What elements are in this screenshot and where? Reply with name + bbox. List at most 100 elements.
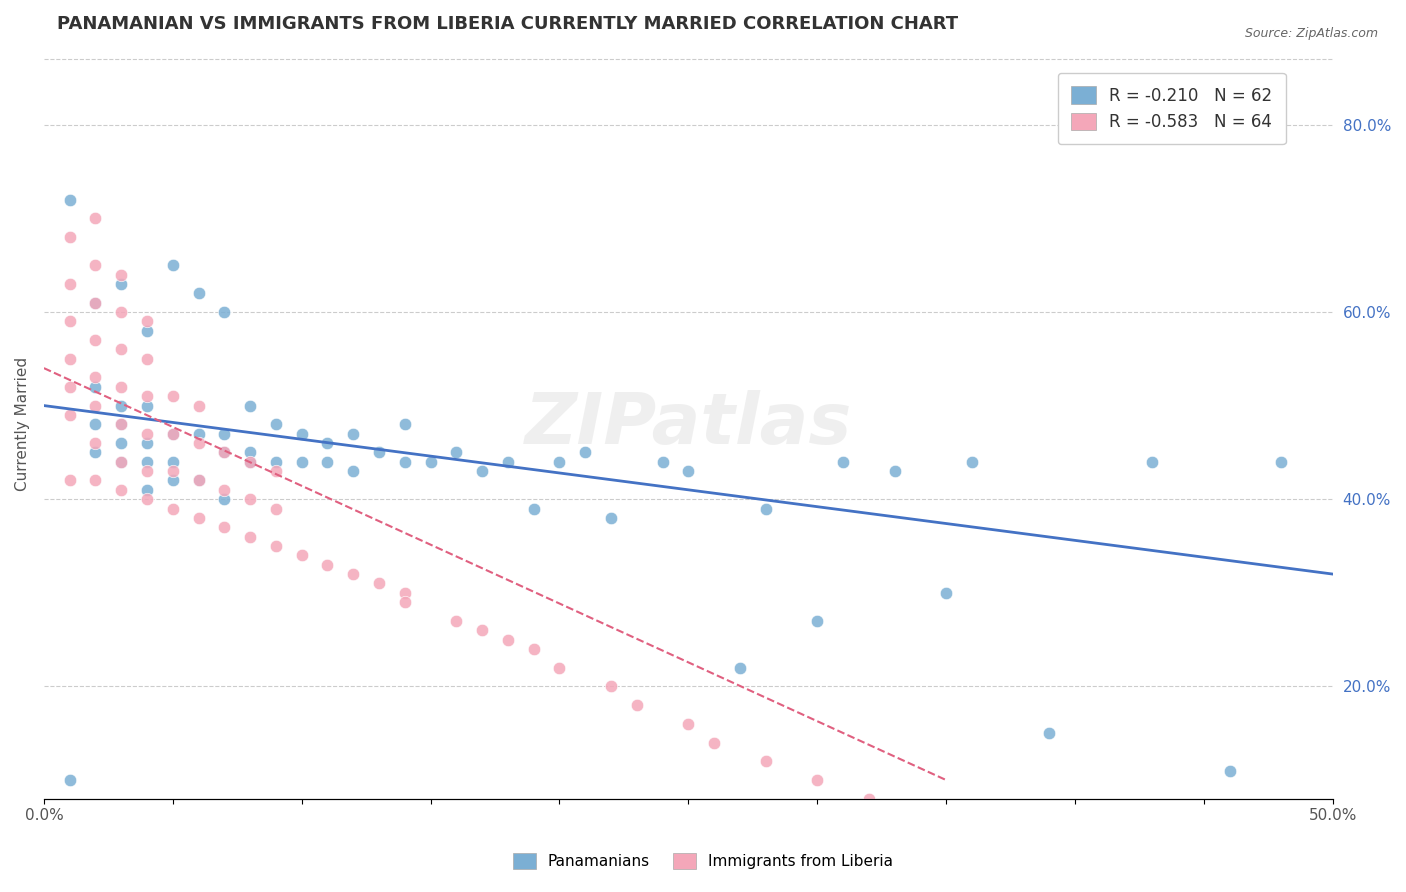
Point: [496, 455, 519, 469]
Point: [471, 624, 494, 638]
Point: [136, 436, 159, 450]
Point: [136, 464, 159, 478]
Point: [110, 455, 132, 469]
Point: [59, 193, 82, 207]
Point: [84, 333, 107, 347]
Point: [162, 455, 184, 469]
Point: [214, 520, 236, 534]
Point: [110, 436, 132, 450]
Point: [600, 511, 623, 525]
Point: [59, 380, 82, 394]
Point: [394, 586, 416, 600]
Point: [136, 399, 159, 413]
Point: [446, 614, 468, 628]
Point: [110, 417, 132, 432]
Point: [678, 717, 700, 731]
Point: [626, 698, 648, 713]
Point: [110, 455, 132, 469]
Point: [214, 445, 236, 459]
Point: [59, 474, 82, 488]
Point: [84, 295, 107, 310]
Point: [291, 455, 314, 469]
Point: [239, 455, 262, 469]
Point: [755, 754, 778, 768]
Point: [214, 492, 236, 507]
Point: [84, 370, 107, 384]
Point: [162, 464, 184, 478]
Y-axis label: Currently Married: Currently Married: [15, 357, 30, 491]
Point: [806, 614, 828, 628]
Point: [1219, 764, 1241, 778]
Point: [162, 258, 184, 272]
Point: [84, 211, 107, 226]
Point: [239, 445, 262, 459]
Point: [471, 464, 494, 478]
Text: PANAMANIAN VS IMMIGRANTS FROM LIBERIA CURRENTLY MARRIED CORRELATION CHART: PANAMANIAN VS IMMIGRANTS FROM LIBERIA CU…: [56, 15, 957, 33]
Point: [316, 436, 339, 450]
Point: [84, 399, 107, 413]
Point: [239, 455, 262, 469]
Point: [496, 632, 519, 647]
Point: [84, 295, 107, 310]
Point: [136, 483, 159, 497]
Point: [1038, 726, 1060, 740]
Point: [678, 464, 700, 478]
Point: [187, 511, 209, 525]
Legend: Panamanians, Immigrants from Liberia: Panamanians, Immigrants from Liberia: [506, 847, 900, 875]
Point: [368, 576, 391, 591]
Point: [110, 343, 132, 357]
Point: [84, 380, 107, 394]
Point: [187, 399, 209, 413]
Point: [316, 455, 339, 469]
Point: [600, 680, 623, 694]
Point: [755, 501, 778, 516]
Point: [136, 455, 159, 469]
Point: [446, 445, 468, 459]
Point: [342, 567, 364, 582]
Point: [1142, 455, 1164, 469]
Point: [110, 483, 132, 497]
Point: [239, 530, 262, 544]
Point: [84, 436, 107, 450]
Point: [214, 426, 236, 441]
Point: [110, 399, 132, 413]
Point: [59, 314, 82, 328]
Point: [264, 501, 287, 516]
Point: [316, 558, 339, 572]
Point: [239, 399, 262, 413]
Point: [162, 389, 184, 403]
Legend: R = -0.210   N = 62, R = -0.583   N = 64: R = -0.210 N = 62, R = -0.583 N = 64: [1057, 73, 1285, 145]
Point: [136, 314, 159, 328]
Point: [136, 389, 159, 403]
Point: [214, 305, 236, 319]
Text: Source: ZipAtlas.com: Source: ZipAtlas.com: [1244, 27, 1378, 40]
Point: [84, 445, 107, 459]
Point: [187, 474, 209, 488]
Point: [84, 417, 107, 432]
Point: [935, 810, 957, 824]
Point: [162, 501, 184, 516]
Point: [291, 426, 314, 441]
Point: [214, 445, 236, 459]
Point: [187, 436, 209, 450]
Point: [574, 445, 596, 459]
Point: [110, 417, 132, 432]
Point: [214, 483, 236, 497]
Point: [84, 258, 107, 272]
Point: [342, 426, 364, 441]
Point: [59, 351, 82, 366]
Point: [162, 426, 184, 441]
Point: [419, 455, 441, 469]
Point: [136, 324, 159, 338]
Point: [264, 464, 287, 478]
Text: ZIPatlas: ZIPatlas: [524, 390, 852, 458]
Point: [110, 380, 132, 394]
Point: [264, 417, 287, 432]
Point: [935, 586, 957, 600]
Point: [394, 417, 416, 432]
Point: [291, 549, 314, 563]
Point: [59, 230, 82, 244]
Point: [136, 351, 159, 366]
Point: [651, 455, 673, 469]
Point: [162, 426, 184, 441]
